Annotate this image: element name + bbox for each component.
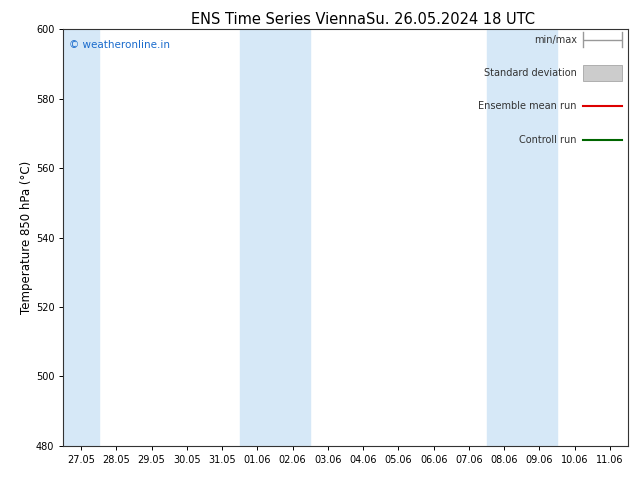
Text: Ensemble mean run: Ensemble mean run xyxy=(479,101,577,111)
Text: © weatheronline.in: © weatheronline.in xyxy=(69,40,170,50)
Text: ENS Time Series Vienna: ENS Time Series Vienna xyxy=(191,12,366,27)
Text: Standard deviation: Standard deviation xyxy=(484,68,577,78)
Text: Su. 26.05.2024 18 UTC: Su. 26.05.2024 18 UTC xyxy=(366,12,534,27)
Bar xyxy=(63,29,99,446)
Bar xyxy=(487,29,557,446)
Y-axis label: Temperature 850 hPa (°C): Temperature 850 hPa (°C) xyxy=(20,161,33,314)
Text: Controll run: Controll run xyxy=(519,135,577,145)
Bar xyxy=(583,65,622,81)
Bar xyxy=(240,29,310,446)
Text: min/max: min/max xyxy=(534,35,577,45)
